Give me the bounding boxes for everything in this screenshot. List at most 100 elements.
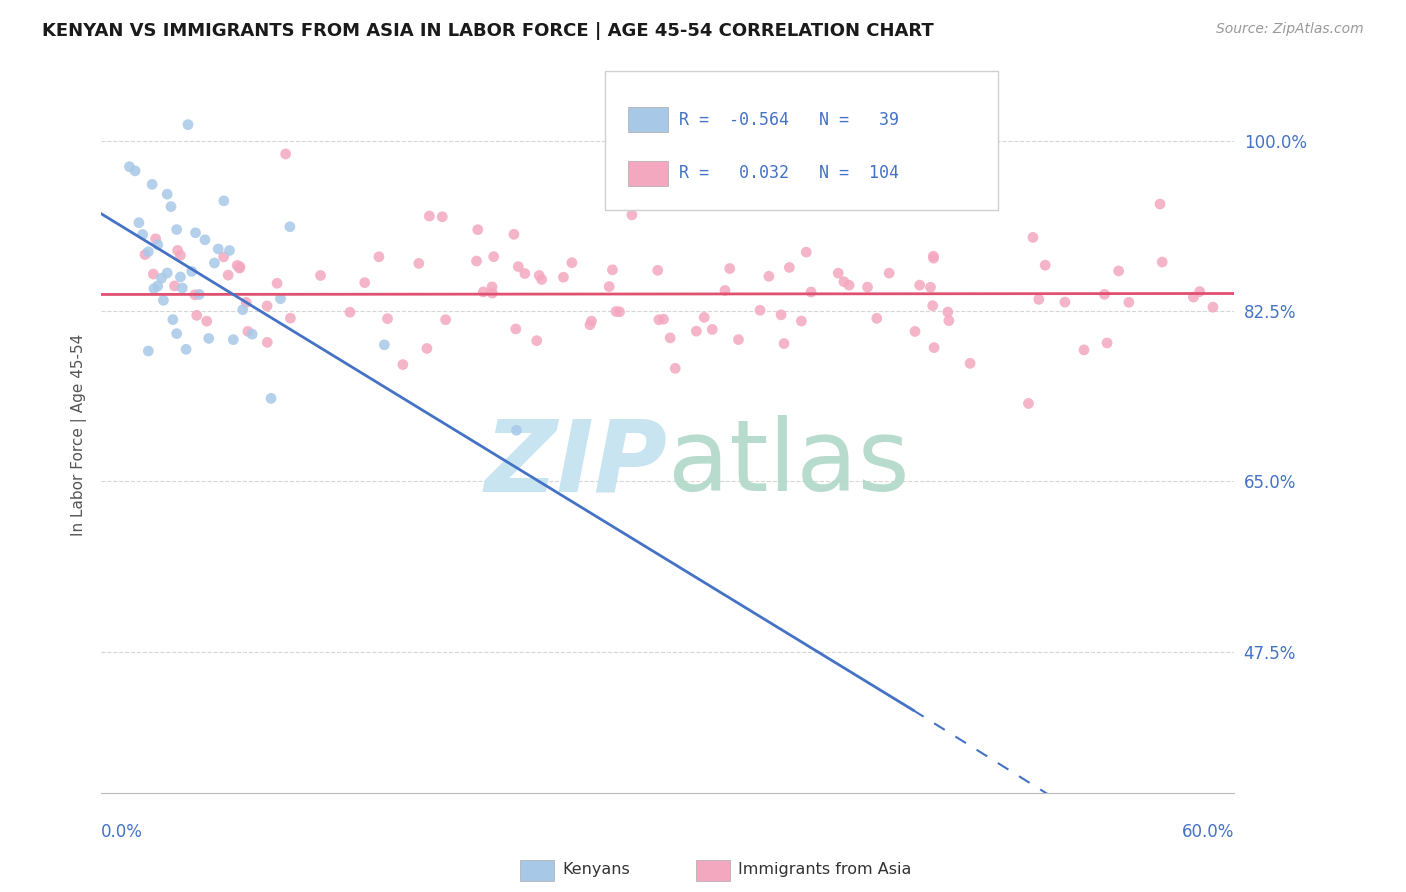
Point <box>921 299 943 313</box>
Text: 0.0%: 0.0% <box>101 823 143 841</box>
Point <box>472 285 495 299</box>
Point <box>226 259 249 273</box>
Point <box>235 295 257 310</box>
Point <box>367 250 389 264</box>
Point <box>1152 255 1174 269</box>
Point <box>392 358 415 372</box>
Point <box>236 325 259 339</box>
Point <box>579 318 602 332</box>
Point <box>197 331 219 345</box>
Point <box>1182 290 1205 304</box>
Point <box>377 311 399 326</box>
Point <box>152 293 174 308</box>
Point <box>1094 287 1116 301</box>
Point <box>432 210 454 224</box>
Point <box>280 311 302 326</box>
Point <box>773 336 796 351</box>
Point <box>790 314 813 328</box>
Point <box>128 216 150 230</box>
Point <box>136 344 159 359</box>
Point <box>339 305 361 319</box>
Point <box>467 222 489 236</box>
Point <box>163 279 186 293</box>
Point <box>134 247 156 261</box>
Point <box>1188 285 1211 299</box>
Point <box>664 361 686 376</box>
Point <box>647 263 669 277</box>
Text: atlas: atlas <box>668 415 910 512</box>
Point <box>832 275 855 289</box>
Point <box>1028 293 1050 307</box>
Point <box>418 209 440 223</box>
Point <box>938 313 960 327</box>
Point <box>256 335 278 350</box>
Point <box>156 187 179 202</box>
Point <box>922 251 945 265</box>
Point <box>513 267 536 281</box>
Text: R =  -0.564   N =   39: R = -0.564 N = 39 <box>679 111 898 128</box>
Point <box>186 309 208 323</box>
Point <box>177 118 200 132</box>
Point <box>207 242 229 256</box>
Point <box>866 311 889 326</box>
Point <box>827 266 849 280</box>
Point <box>266 277 288 291</box>
Text: KENYAN VS IMMIGRANTS FROM ASIA IN LABOR FORCE | AGE 45-54 CORRELATION CHART: KENYAN VS IMMIGRANTS FROM ASIA IN LABOR … <box>42 22 934 40</box>
Point <box>184 287 207 301</box>
Point <box>202 256 225 270</box>
Point <box>146 237 169 252</box>
Point <box>922 249 945 263</box>
Point <box>659 331 682 345</box>
Point <box>758 269 780 284</box>
Point <box>408 256 430 270</box>
Point <box>274 147 297 161</box>
Point <box>169 248 191 262</box>
Point <box>685 324 707 338</box>
Point <box>118 160 141 174</box>
Point <box>838 278 860 293</box>
Point <box>1118 295 1140 310</box>
Point <box>278 219 301 234</box>
Point <box>269 292 291 306</box>
Point <box>503 227 526 242</box>
Point <box>605 304 627 318</box>
Point <box>718 261 741 276</box>
Point <box>505 423 527 437</box>
Point <box>141 178 163 192</box>
Point <box>218 244 240 258</box>
Point <box>240 327 263 342</box>
Point <box>602 263 624 277</box>
Point <box>609 305 631 319</box>
Point <box>180 264 202 278</box>
Point <box>212 250 235 264</box>
Text: 60.0%: 60.0% <box>1181 823 1234 841</box>
Point <box>702 322 724 336</box>
Point <box>920 280 942 294</box>
Point <box>1053 295 1076 310</box>
Y-axis label: In Labor Force | Age 45-54: In Labor Force | Age 45-54 <box>72 334 87 536</box>
Point <box>1202 300 1225 314</box>
Point <box>714 284 737 298</box>
Point <box>146 279 169 293</box>
Point <box>652 312 675 326</box>
Point <box>959 356 981 370</box>
Point <box>309 268 332 283</box>
Point <box>526 334 548 348</box>
Point <box>693 310 716 325</box>
Point <box>160 200 183 214</box>
Point <box>174 343 197 357</box>
Point <box>482 250 505 264</box>
Point <box>1095 336 1118 351</box>
Point <box>1022 230 1045 244</box>
Point <box>581 314 603 328</box>
Point <box>143 282 166 296</box>
Point <box>145 232 167 246</box>
Point <box>800 285 823 299</box>
Point <box>188 287 211 301</box>
Point <box>561 256 583 270</box>
Point <box>1108 264 1130 278</box>
Point <box>169 269 191 284</box>
Point <box>481 280 503 294</box>
Text: R =   0.032   N =  104: R = 0.032 N = 104 <box>679 164 898 182</box>
Text: ZIP: ZIP <box>485 415 668 512</box>
